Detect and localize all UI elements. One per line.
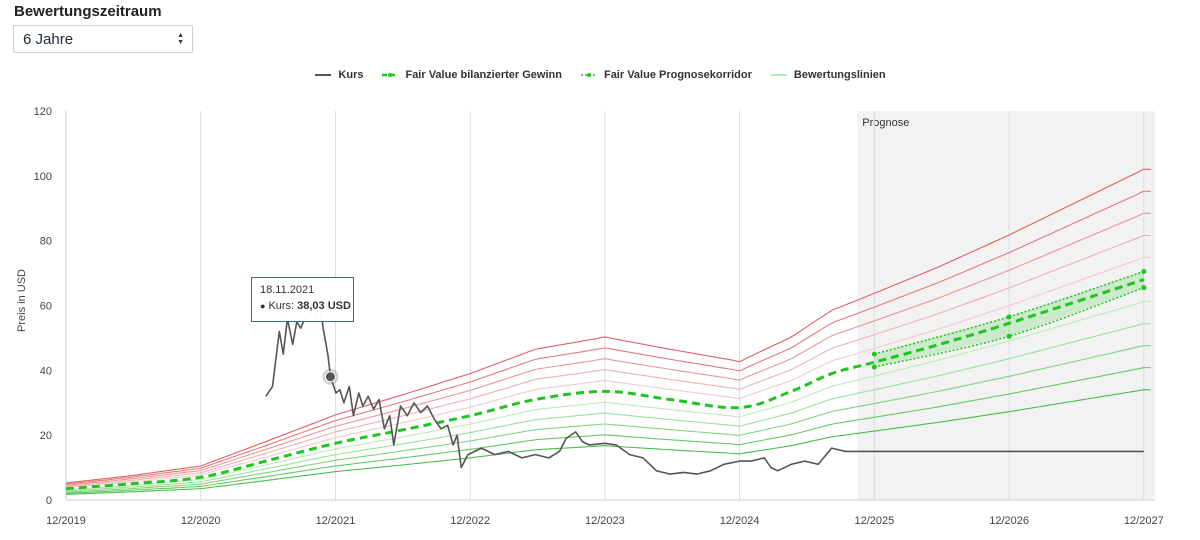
- y-tick-label: 80: [40, 236, 52, 248]
- forecast-corridor-point: [1006, 333, 1012, 339]
- forecast-corridor-point: [871, 364, 877, 370]
- x-tick-label: 12/2019: [46, 515, 86, 527]
- chart-legend: Kurs Fair Value bilanzierter Gewinn Fair…: [0, 66, 1200, 84]
- highlight-point: [324, 371, 336, 383]
- valuation-line: [65, 234, 1151, 487]
- legend-label-price: Kurs: [338, 69, 364, 81]
- x-tick-label: 12/2022: [450, 515, 490, 527]
- price-line: [265, 304, 1144, 475]
- valuation-line: [65, 323, 1151, 492]
- select-arrows-icon: ▲ ▼: [177, 32, 184, 46]
- x-tick-label: 12/2020: [181, 515, 221, 527]
- valuation-period-label: Bewertungszeitraum: [14, 3, 162, 20]
- valuation-chart[interactable]: Prognose 0 20 40 60 80 100 120 12/2019 12/2020 12/…: [0, 90, 1200, 540]
- price-tooltip: 18.11.2021 ● Kurs: 38,03 USD: [251, 277, 354, 322]
- x-tick-label: 12/2026: [989, 515, 1029, 527]
- fair-value-line-icon: [382, 73, 399, 77]
- valuation-line: [65, 345, 1151, 493]
- forecast-corridor-point: [1006, 314, 1012, 320]
- forecast-corridor-line-icon: [580, 73, 597, 77]
- forecast-corridor-point: [871, 351, 877, 357]
- y-tick-label: 120: [34, 106, 52, 118]
- legend-label-forecast-corridor: Fair Value Prognosekorridor: [603, 69, 752, 81]
- y-tick-label: 40: [40, 365, 52, 377]
- forecast-corridor-lower: [874, 286, 1145, 368]
- tooltip-date: 18.11.2021: [260, 284, 315, 296]
- fair-value-line: [65, 278, 1145, 491]
- tooltip-value: 38,03 USD: [297, 300, 351, 312]
- x-tick-label: 12/2025: [854, 515, 894, 527]
- y-tick-label: 20: [40, 430, 52, 442]
- legend-label-valuation-lines: Bewertungslinien: [793, 69, 886, 81]
- valuation-line: [65, 212, 1151, 486]
- forecast-corridor-upper: [874, 270, 1145, 355]
- legend-item-fair-value[interactable]: Fair Value bilanzierter Gewinn: [381, 69, 562, 81]
- x-tick-label: 12/2027: [1124, 515, 1164, 527]
- tooltip-series-label: Kurs:: [268, 300, 295, 312]
- forecast-region: [857, 111, 1155, 500]
- valuation-line: [65, 168, 1151, 484]
- valuation-line: [65, 367, 1151, 494]
- valuation-line: [65, 190, 1151, 485]
- valuation-period-value: 6 Jahre: [23, 30, 74, 48]
- y-tick-label: 60: [40, 301, 52, 313]
- tooltip-series-dot-icon: ●: [260, 301, 266, 311]
- valuation-period-select[interactable]: 6 Jahre ▲ ▼: [13, 25, 193, 53]
- forecast-corridor-point: [1141, 268, 1147, 274]
- valuation-line: [65, 300, 1151, 491]
- valuation-lines-icon: [770, 74, 787, 76]
- y-tick-label: 100: [34, 171, 52, 183]
- x-tick-label: 12/2024: [720, 515, 760, 527]
- valuation-line: [65, 389, 1151, 495]
- valuation-line: [65, 256, 1151, 489]
- x-tick-label: 12/2023: [585, 515, 625, 527]
- y-axis-label: Preis in USD: [16, 269, 28, 332]
- legend-item-price[interactable]: Kurs: [314, 69, 363, 81]
- forecast-region-label: Prognose: [862, 117, 909, 129]
- x-tick-label: 12/2021: [316, 515, 356, 527]
- legend-label-fair-value: Fair Value bilanzierter Gewinn: [405, 69, 562, 81]
- legend-item-forecast-corridor[interactable]: Fair Value Prognosekorridor: [580, 69, 752, 81]
- chart-area: Prognose 0 20 40 60 80 100 120 12/2019 12/2020 12/…: [0, 90, 1200, 540]
- y-tick-label: 0: [46, 495, 52, 507]
- legend-item-valuation-lines[interactable]: Bewertungslinien: [770, 69, 886, 81]
- price-line-icon: [315, 74, 332, 76]
- forecast-corridor-point: [1141, 285, 1147, 291]
